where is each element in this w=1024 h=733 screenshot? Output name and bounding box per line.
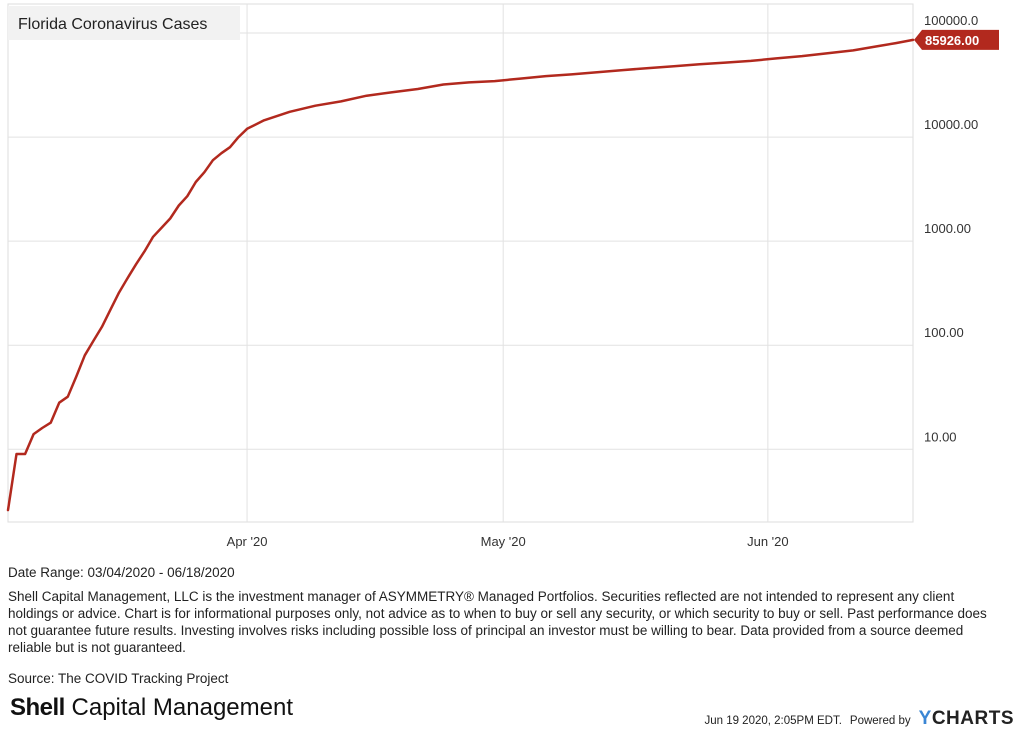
x-tick-label: Apr '20 — [227, 534, 268, 549]
chart-title-box: Florida Coronavirus Cases — [8, 6, 240, 40]
disclaimer-text: Shell Capital Management, LLC is the inv… — [8, 589, 987, 655]
line-chart: Florida Coronavirus Cases 10.00 100.00 100… — [6, 3, 999, 549]
ycharts-logo-rest: CHARTS — [931, 708, 1014, 729]
powered-by-text: Powered by — [849, 715, 911, 727]
y-axis-tick-labels: 10.00 100.00 1000.00 10000.00 100000.0 — [924, 13, 978, 444]
y-tick-label: 100.00 — [924, 325, 964, 340]
last-value-badge-shape — [914, 29, 999, 50]
shell-capital-logo: Shell Capital Management — [10, 694, 293, 722]
timestamp-row: Jun 19 2020, 2:05PM EDT. Powered by YCHA… — [704, 708, 1014, 730]
y-tick-label: 10000.00 — [924, 117, 978, 132]
y-tick-label: 1000.00 — [924, 221, 971, 236]
ycharts-logo-y: Y — [918, 708, 932, 729]
y-tick-label: 100000.0 — [924, 13, 978, 28]
brand-name-rest: Capital Management — [64, 694, 293, 721]
x-axis-tick-labels: Apr '20 May '20 Jun '20 — [227, 534, 789, 549]
series-line-florida-cases — [6, 38, 915, 512]
brand-name-bold: Shell — [10, 694, 65, 721]
grid-lines — [7, 3, 914, 523]
chart-title: Florida Coronavirus Cases — [18, 16, 207, 33]
last-value-label: 85926.00 — [925, 33, 979, 48]
x-tick-label: May '20 — [481, 534, 526, 549]
timestamp-text: Jun 19 2020, 2:05PM EDT. — [704, 715, 842, 727]
last-value-badge: 85926.00 — [914, 29, 999, 50]
plot-area-border — [7, 3, 914, 523]
source-text: Source: The COVID Tracking Project — [8, 671, 229, 686]
x-tick-label: Jun '20 — [747, 534, 789, 549]
y-tick-label: 10.00 — [924, 429, 957, 444]
ycharts-logo[interactable]: YCHARTS — [919, 708, 1014, 730]
date-range-text: Date Range: 03/04/2020 - 06/18/2020 — [8, 565, 235, 580]
